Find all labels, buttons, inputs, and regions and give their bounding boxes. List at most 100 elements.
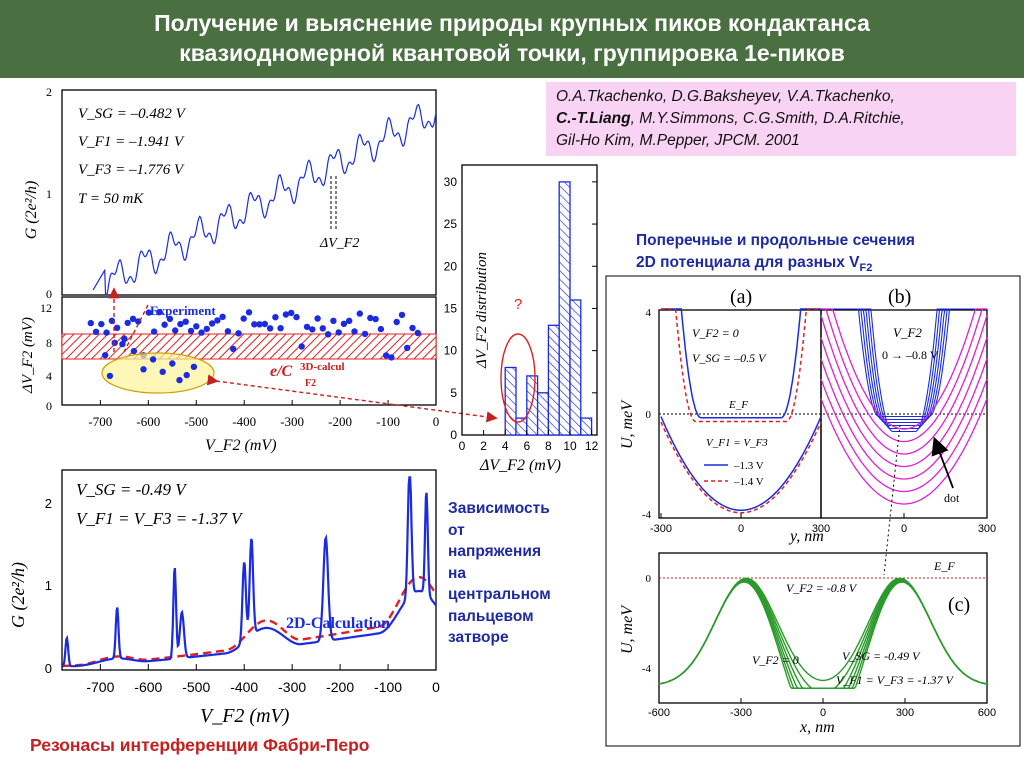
experiment-point <box>187 327 195 335</box>
calc-point <box>169 360 176 367</box>
param-vf3: V_F3 = –1.776 V <box>78 162 185 178</box>
ytick-label: 25 <box>444 217 458 231</box>
xtick-label: -500 <box>182 679 210 695</box>
experiment-point <box>382 352 390 359</box>
experiment-point <box>303 323 311 331</box>
xtick-label: -600 <box>648 707 670 719</box>
calc-legend: 2D-Calculation <box>286 615 390 632</box>
xtick-label: 0 <box>432 679 440 695</box>
xtick-label: -400 <box>230 679 258 695</box>
profile-magenta <box>821 308 987 430</box>
experiment-point <box>330 317 337 324</box>
panel-a-ef: E_F <box>728 399 748 411</box>
experiment-point <box>404 344 411 352</box>
panel-a-curves <box>660 308 822 514</box>
xtick-label: -200 <box>328 414 352 429</box>
xtick-label: -300 <box>280 414 304 429</box>
annot-dvf2: ΔV_F2 <box>319 236 359 251</box>
xtick-label: 0 <box>901 523 907 535</box>
xtick-label: 6 <box>523 439 530 453</box>
xtick-label: 0 <box>433 414 440 429</box>
histogram-bar <box>504 366 517 436</box>
histogram-ellipse <box>500 333 536 423</box>
authors-bold: C.-T.Liang <box>556 110 631 127</box>
param-temp: T = 50 mK <box>78 191 144 207</box>
calc-point <box>121 335 128 342</box>
experiment-conductance-curve <box>92 103 437 296</box>
legend-calc-sub: F2 <box>305 378 316 389</box>
panel-a-vf2: V_F2 = 0 <box>692 326 739 340</box>
caption-dep-word: напряжения <box>448 543 541 560</box>
experiment-point <box>361 330 369 338</box>
panel-b-dot: dot <box>944 491 960 505</box>
experiment-point <box>388 354 395 361</box>
xtick-label: 0 <box>459 439 466 453</box>
calc-param-vsg: V_SG = -0.49 V <box>76 480 188 499</box>
histogram-bar <box>558 181 571 436</box>
c-xticks: -600 -300 0 300 600 <box>648 698 996 719</box>
experiment-point <box>266 325 274 332</box>
caption-dep-word: затворе <box>448 629 509 646</box>
xtick-label: -500 <box>184 414 208 429</box>
experiment-point <box>240 315 247 322</box>
panel-calc-frame <box>61 469 437 671</box>
profile-blue <box>821 308 987 433</box>
experiment-point <box>245 309 253 316</box>
experiment-point <box>172 327 179 334</box>
ytick: 0 <box>646 409 652 421</box>
panel-c-vsg: V_SG = -0.49 V <box>842 649 921 663</box>
caption-dep-word: от <box>448 521 465 539</box>
profile-green <box>658 581 988 689</box>
panel-b-curves <box>820 308 988 505</box>
slide-title-line1: Получение и выяснение природы крупных пи… <box>154 10 870 36</box>
histogram-question: ? <box>514 296 522 313</box>
calc-point <box>183 371 190 379</box>
experiment-point <box>214 317 221 324</box>
experiment-point <box>193 323 200 330</box>
panel-top-experiment: 2 1 0 G (2e²/h) V_SG = –0.482 V V_F1 = –… <box>23 85 437 301</box>
calc-smooth-curve <box>62 575 438 668</box>
panel-ab-xlabel: y, nm <box>788 528 824 545</box>
xtick-label: 300 <box>812 523 830 535</box>
experiment-point <box>293 313 300 321</box>
panel-a-legend-title: V_F1 = V_F3 <box>706 437 768 449</box>
histogram-ylabel: ΔV_F2 distribution <box>474 252 490 369</box>
ec-band <box>61 333 437 360</box>
panel-c-vf1: V_F1 = V_F3 = -1.37 V <box>836 673 955 687</box>
histogram-bar <box>547 324 560 436</box>
calc-point <box>140 366 147 373</box>
panel-a-vsg: V_SG = –0.5 V <box>692 351 767 365</box>
experiment-point <box>161 321 168 328</box>
experiment-point <box>150 328 158 335</box>
xtick-label: 4 <box>502 439 509 453</box>
ytick: 2 <box>45 496 52 511</box>
xtick-label: -700 <box>88 414 112 429</box>
calc-point <box>149 356 157 363</box>
experiment-point <box>87 319 95 327</box>
profile-magenta <box>820 314 988 455</box>
experiment-point <box>224 328 232 335</box>
experiment-point <box>324 331 332 338</box>
param-vsg: V_SG = –0.482 V <box>78 106 187 122</box>
xtick-label: 0 <box>820 707 826 719</box>
ytick-label: 20 <box>444 259 458 273</box>
panel-b-vf2: V_F2 <box>893 325 922 340</box>
experiment-point <box>298 343 305 350</box>
xtick-label: -300 <box>650 523 672 535</box>
experiment-point <box>98 320 105 328</box>
well-upper-red <box>661 308 821 423</box>
xtick-label: -600 <box>134 679 162 695</box>
ytick: 0 <box>646 573 652 585</box>
experiment-point <box>182 318 189 325</box>
experiment-point <box>367 314 374 322</box>
experiment-point <box>235 330 242 337</box>
panel-middle-dvf2: 12 8 4 0 ΔV_F2 (mV) Experiment e/C 3D-ca… <box>20 287 498 454</box>
well-lower-red <box>660 421 822 514</box>
histogram-bar <box>526 375 539 436</box>
slide-title-line2: квазиодномерной квантовой точки, группир… <box>179 40 845 66</box>
ytick: 2 <box>46 85 52 99</box>
calc-point <box>176 376 183 384</box>
ytick-label: 30 <box>444 175 458 189</box>
experiment-point <box>119 340 126 348</box>
